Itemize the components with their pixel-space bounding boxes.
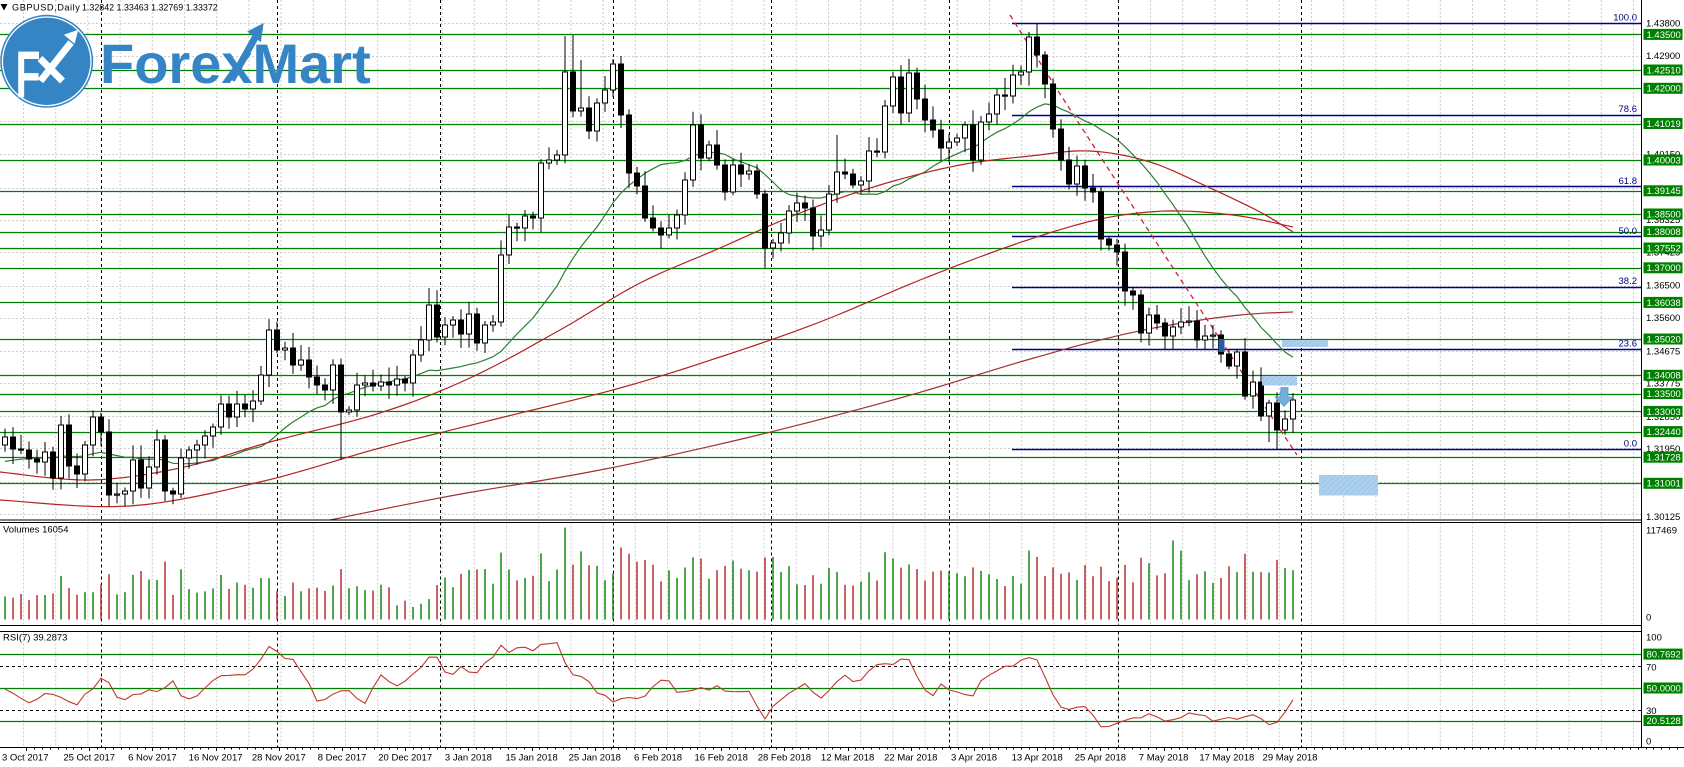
svg-text:50.0000: 50.0000: [1647, 683, 1681, 694]
svg-text:28 Nov 2017: 28 Nov 2017: [252, 753, 306, 764]
svg-text:22 Mar 2018: 22 Mar 2018: [884, 753, 937, 764]
svg-text:38.2: 38.2: [1619, 276, 1638, 287]
svg-text:1.36038: 1.36038: [1647, 298, 1681, 309]
svg-text:1.42510: 1.42510: [1647, 65, 1681, 76]
svg-text:13 Apr 2018: 13 Apr 2018: [1012, 753, 1063, 764]
svg-text:61.8: 61.8: [1619, 176, 1638, 187]
svg-text:1.31950: 1.31950: [1646, 444, 1680, 455]
svg-text:7 May 2018: 7 May 2018: [1139, 753, 1189, 764]
svg-text:1.42900: 1.42900: [1646, 51, 1680, 62]
svg-text:1.31728: 1.31728: [1647, 453, 1681, 464]
svg-text:28 Feb 2018: 28 Feb 2018: [758, 753, 811, 764]
svg-text:1.35600: 1.35600: [1646, 313, 1680, 324]
svg-text:30: 30: [1646, 706, 1657, 717]
svg-text:25 Oct 2017: 25 Oct 2017: [63, 753, 115, 764]
svg-text:1.38325: 1.38325: [1646, 215, 1680, 226]
svg-text:1.34675: 1.34675: [1646, 346, 1680, 357]
svg-text:80.7692: 80.7692: [1647, 649, 1681, 660]
svg-text:1.30125: 1.30125: [1646, 512, 1680, 523]
svg-text:F: F: [16, 37, 41, 112]
svg-text:GBPUSD,Daily: GBPUSD,Daily: [12, 3, 80, 13]
svg-text:1.38008: 1.38008: [1647, 227, 1681, 238]
svg-text:17 May 2018: 17 May 2018: [1199, 753, 1254, 764]
svg-text:1.36500: 1.36500: [1646, 281, 1680, 292]
svg-text:1.40003: 1.40003: [1647, 155, 1681, 166]
svg-text:100.0: 100.0: [1613, 13, 1637, 24]
svg-text:1.43500: 1.43500: [1647, 30, 1681, 41]
svg-text:23.6: 23.6: [1619, 338, 1638, 349]
svg-text:3 Oct 2017: 3 Oct 2017: [2, 753, 48, 764]
svg-text:3 Apr 2018: 3 Apr 2018: [951, 753, 997, 764]
svg-text:50.0: 50.0: [1619, 226, 1638, 237]
svg-text:25 Apr 2018: 25 Apr 2018: [1075, 753, 1126, 764]
svg-text:1.32440: 1.32440: [1647, 427, 1681, 438]
svg-text:1.33775: 1.33775: [1646, 379, 1680, 390]
svg-text:117469: 117469: [1646, 525, 1677, 536]
svg-text:15 Jan 2018: 15 Jan 2018: [505, 753, 557, 764]
svg-text:1.37000: 1.37000: [1647, 263, 1681, 274]
svg-text:16 Feb 2018: 16 Feb 2018: [695, 753, 748, 764]
svg-text:0.0: 0.0: [1624, 439, 1637, 450]
svg-text:1.32842 1.33463 1.32769 1.3337: 1.32842 1.33463 1.32769 1.33372: [82, 3, 218, 13]
svg-text:1.42000: 1.42000: [1647, 84, 1681, 95]
svg-text:1.38500: 1.38500: [1647, 209, 1681, 220]
svg-text:6 Nov 2017: 6 Nov 2017: [128, 753, 177, 764]
svg-text:1.43800: 1.43800: [1646, 19, 1680, 30]
svg-text:78.6: 78.6: [1619, 104, 1638, 115]
svg-text:1.31001: 1.31001: [1647, 479, 1681, 490]
svg-text:3 Jan 2018: 3 Jan 2018: [445, 753, 492, 764]
svg-text:RSI(7) 39.2873: RSI(7) 39.2873: [3, 633, 67, 644]
svg-text:1.33003: 1.33003: [1647, 407, 1681, 418]
svg-text:ForexMart: ForexMart: [100, 32, 371, 95]
svg-text:25 Jan 2018: 25 Jan 2018: [569, 753, 621, 764]
svg-text:1.41019: 1.41019: [1647, 119, 1681, 130]
svg-text:1.37552: 1.37552: [1647, 243, 1681, 254]
svg-text:1.32850: 1.32850: [1646, 412, 1680, 423]
svg-text:1.33500: 1.33500: [1647, 389, 1681, 400]
svg-text:16 Nov 2017: 16 Nov 2017: [189, 753, 243, 764]
svg-text:Volumes 16054: Volumes 16054: [3, 525, 69, 536]
svg-text:1.35020: 1.35020: [1647, 334, 1681, 345]
svg-text:70: 70: [1646, 662, 1657, 673]
svg-text:12 Mar 2018: 12 Mar 2018: [821, 753, 874, 764]
svg-text:1.39145: 1.39145: [1647, 186, 1681, 197]
svg-text:1.34008: 1.34008: [1647, 371, 1681, 382]
svg-text:0: 0: [1646, 612, 1651, 623]
svg-text:20 Dec 2017: 20 Dec 2017: [378, 753, 432, 764]
svg-text:100: 100: [1646, 632, 1662, 643]
svg-text:6 Feb 2018: 6 Feb 2018: [634, 753, 682, 764]
svg-text:20.5128: 20.5128: [1647, 716, 1681, 727]
svg-text:0: 0: [1646, 736, 1651, 747]
svg-text:29 May 2018: 29 May 2018: [1263, 753, 1318, 764]
svg-text:8 Dec 2017: 8 Dec 2017: [318, 753, 367, 764]
